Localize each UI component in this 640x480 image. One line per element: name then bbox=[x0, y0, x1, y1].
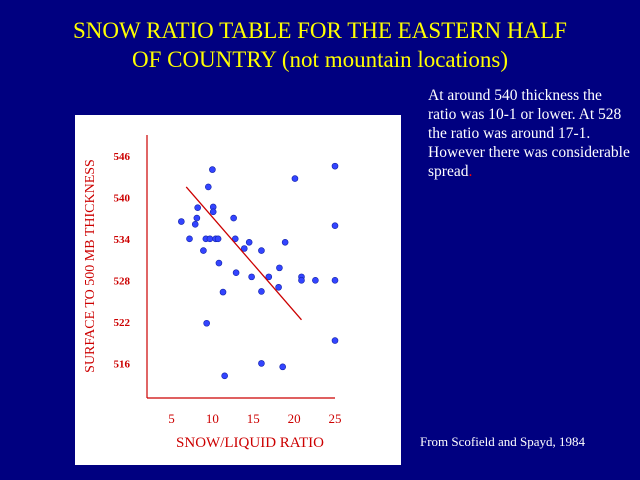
trend-layer bbox=[185, 186, 302, 321]
data-point bbox=[232, 269, 240, 277]
data-point bbox=[215, 259, 223, 267]
data-point bbox=[331, 162, 339, 170]
data-point bbox=[205, 183, 212, 191]
x-tick-label: 5 bbox=[168, 411, 175, 426]
data-point bbox=[258, 247, 265, 254]
tick-labels: 5 10 15 20 25 516 522 528 534 540 546 bbox=[114, 151, 342, 426]
data-point bbox=[298, 277, 305, 284]
data-point bbox=[231, 235, 239, 243]
data-point bbox=[230, 214, 237, 222]
data-point bbox=[312, 277, 319, 284]
title-line-1: SNOW RATIO TABLE FOR THE EASTERN HALF bbox=[73, 18, 567, 43]
annotation-note: At around 540 thickness the ratio was 10… bbox=[428, 86, 633, 181]
y-tick-label: 540 bbox=[114, 192, 131, 204]
data-point bbox=[206, 235, 214, 243]
y-tick-label: 546 bbox=[114, 151, 131, 163]
data-point bbox=[258, 360, 265, 367]
chart-title: SNOW RATIO TABLE FOR THE EASTERN HALF OF… bbox=[0, 16, 640, 74]
data-point bbox=[209, 208, 217, 216]
data-point bbox=[193, 214, 201, 222]
data-point bbox=[279, 363, 286, 371]
data-point bbox=[200, 247, 207, 254]
data-point bbox=[209, 166, 216, 173]
x-tick-label: 10 bbox=[206, 411, 219, 426]
data-point bbox=[248, 273, 255, 281]
x-axis-label: SNOW/LIQUID RATIO bbox=[176, 435, 324, 451]
data-point bbox=[331, 277, 339, 284]
data-point bbox=[191, 220, 199, 228]
data-point bbox=[219, 288, 227, 296]
y-tick-label: 516 bbox=[114, 358, 131, 370]
data-point bbox=[265, 273, 273, 281]
chart-panel: 5 10 15 20 25 516 522 528 534 540 546 SNOW/LIQUID … bbox=[75, 115, 401, 465]
y-tick-label: 528 bbox=[114, 275, 131, 287]
data-points bbox=[178, 162, 339, 380]
y-axis-label: SURFACE TO 500 MB THICKNESS bbox=[83, 159, 98, 373]
data-point bbox=[331, 337, 339, 344]
data-point bbox=[221, 372, 228, 380]
data-point bbox=[245, 238, 253, 246]
data-point bbox=[276, 264, 283, 272]
data-point bbox=[178, 218, 185, 225]
data-point bbox=[291, 175, 299, 182]
y-tick-label: 522 bbox=[114, 317, 131, 329]
annotation-text: At around 540 thickness the ratio was 10… bbox=[428, 87, 630, 180]
scatter-plot: 5 10 15 20 25 516 522 528 534 540 546 SNOW/LIQUID … bbox=[83, 135, 342, 451]
data-point bbox=[203, 319, 210, 327]
title-line-2: OF COUNTRY (not mountain locations) bbox=[131, 47, 509, 72]
data-point bbox=[214, 235, 222, 243]
axes bbox=[146, 135, 335, 399]
x-tick-label: 15 bbox=[247, 411, 260, 426]
x-tick-label: 20 bbox=[288, 411, 301, 426]
data-point bbox=[186, 235, 193, 243]
trend-line bbox=[185, 186, 302, 321]
data-point bbox=[331, 222, 339, 229]
source-citation: From Scofield and Spayd, 1984 bbox=[420, 434, 586, 449]
data-point bbox=[281, 238, 289, 246]
x-tick-label: 25 bbox=[329, 411, 342, 426]
y-tick-label: 534 bbox=[114, 234, 131, 246]
data-point bbox=[240, 245, 248, 252]
data-point bbox=[258, 288, 265, 295]
data-point bbox=[275, 283, 282, 291]
data-point bbox=[194, 204, 201, 211]
annotation-end-mark: . bbox=[468, 163, 473, 180]
